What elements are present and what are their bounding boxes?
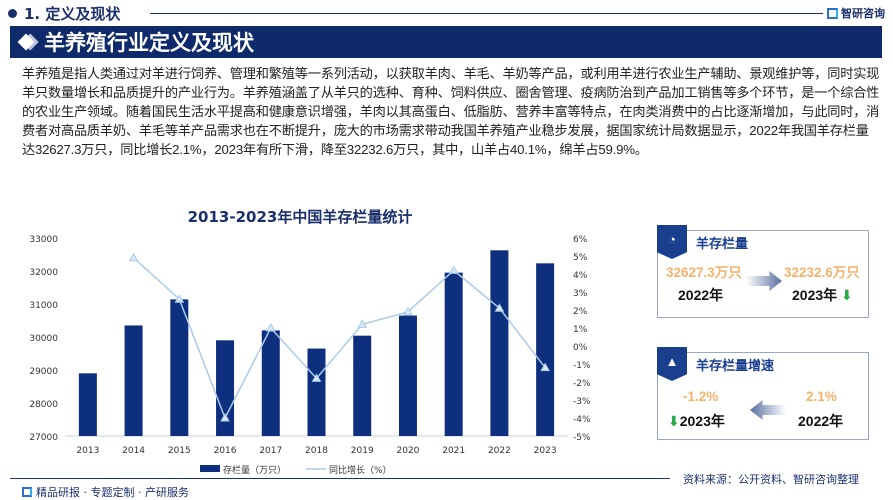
down-arrow-icon: ⬇: [841, 287, 853, 303]
x-tick: 2016: [214, 446, 237, 456]
bar: [353, 335, 372, 436]
chart: 27000 28000 29000 30000 31000 32000 33000 -5% -4…: [29, 235, 591, 476]
to-value: -1.2%: [683, 389, 719, 404]
footer-divider: [10, 478, 670, 479]
y-tick-left: 29000: [29, 367, 58, 377]
card-title: 羊存栏量: [696, 236, 749, 251]
y-tick-left: 27000: [29, 433, 58, 443]
legend-line-label: 同比增长（%）: [329, 464, 392, 476]
down-arrow-icon: ⬇: [668, 413, 680, 429]
growth-point: [174, 294, 185, 303]
chart-circle-icon: ◔: [657, 225, 687, 259]
bar: [261, 330, 280, 436]
legend-bar-label: 存栏量（万只）: [223, 464, 286, 476]
x-tick: 2014: [122, 446, 145, 456]
bar: [170, 299, 189, 436]
bar: [216, 340, 235, 436]
bar: [444, 272, 463, 436]
growth-point: [311, 373, 322, 382]
y-tick-right: -2%: [573, 379, 591, 389]
footer: 精品研报 · 专题定制 · 产研服务: [22, 484, 189, 500]
to-year: 2023年: [792, 287, 838, 303]
y-tick-right: -3%: [573, 397, 591, 407]
card-title: 羊存栏量增速: [696, 358, 775, 373]
section-title: 1. 定义及现状: [8, 3, 120, 24]
growth-point: [448, 265, 459, 274]
x-tick: 2023: [534, 446, 557, 456]
bar: [490, 250, 509, 436]
section-label: 1. 定义及现状: [24, 5, 121, 23]
x-tick: 2017: [259, 446, 282, 456]
chart-title: 2013-2023年中国羊存栏量统计: [187, 208, 413, 226]
arrow-right-icon: [746, 271, 782, 291]
growth-point: [540, 362, 550, 372]
from-value: 2.1%: [806, 389, 837, 404]
y-tick-right: -4%: [573, 415, 591, 425]
from-year: 2022年: [798, 413, 844, 429]
from-value: 32627.3万只: [666, 265, 742, 280]
growth-point: [265, 322, 276, 332]
y-tick-left: 28000: [29, 400, 58, 410]
card-stock: ◔ 羊存栏量 32627.3万只 2022年 32232.6万只 2023年 ⬇: [657, 225, 869, 318]
y-tick-left: 33000: [29, 235, 58, 245]
x-tick: 2013: [76, 446, 99, 456]
x-tick: 2015: [168, 446, 191, 456]
growth-line: [133, 257, 546, 420]
y-tick-right: 4%: [573, 271, 588, 281]
y-tick-left: 30000: [29, 334, 58, 344]
y-tick-right: 5%: [573, 253, 588, 263]
y-tick-left: 32000: [29, 268, 58, 278]
source-note: 资料来源：公开资料、智研咨询整理: [683, 473, 859, 486]
x-tick: 2022: [488, 446, 511, 456]
bar: [536, 263, 555, 436]
growth-point: [128, 252, 139, 262]
banner: 羊养殖行业定义及现状: [10, 26, 882, 58]
card-growth: ▲ 羊存栏量增速 -1.2% ⬇2023年 2.1% 2022年: [657, 347, 869, 440]
x-tick: 2018: [305, 446, 328, 456]
from-year: 2022年: [678, 287, 724, 303]
diamond-icon: [17, 33, 35, 51]
to-year: 2023年: [679, 413, 725, 429]
bullet-icon: [8, 9, 17, 18]
growth-point: [357, 319, 368, 328]
bar: [124, 325, 143, 436]
footer-text: 精品研报 · 专题定制 · 产研服务: [36, 486, 189, 499]
legend-bar-swatch: [200, 465, 220, 472]
logo-text: 智研咨询: [841, 7, 885, 20]
y-tick-right: 0%: [573, 343, 588, 353]
growth-point: [494, 303, 505, 312]
growth-chart-icon: ▲: [657, 347, 687, 381]
bar: [78, 373, 97, 436]
x-tick: 2020: [397, 446, 420, 456]
bar: [398, 315, 417, 436]
banner-title: 羊养殖行业定义及现状: [44, 31, 254, 55]
x-tick: 2019: [351, 446, 374, 456]
y-tick-right: 1%: [573, 325, 588, 335]
logo-icon: [22, 487, 32, 497]
y-tick-right: 6%: [573, 235, 588, 245]
y-tick-right: 3%: [573, 289, 588, 299]
bar: [307, 348, 326, 436]
growth-point: [220, 412, 230, 422]
arrow-left-icon: [750, 400, 786, 420]
x-tick: 2021: [442, 446, 465, 456]
y-tick-right: -1%: [573, 361, 591, 371]
intro-paragraph: 羊养殖是指人类通过对羊进行饲养、管理和繁殖等一系列活动，以获取羊肉、羊毛、羊奶等…: [22, 66, 880, 157]
y-tick-right: 2%: [573, 307, 588, 317]
y-tick-right: -5%: [573, 433, 591, 443]
divider: [150, 13, 823, 14]
y-tick-left: 31000: [29, 301, 58, 311]
growth-point: [403, 306, 413, 316]
to-value: 32232.6万只: [784, 265, 860, 280]
logo-icon: [827, 7, 838, 19]
logo: 智研咨询: [827, 5, 885, 21]
